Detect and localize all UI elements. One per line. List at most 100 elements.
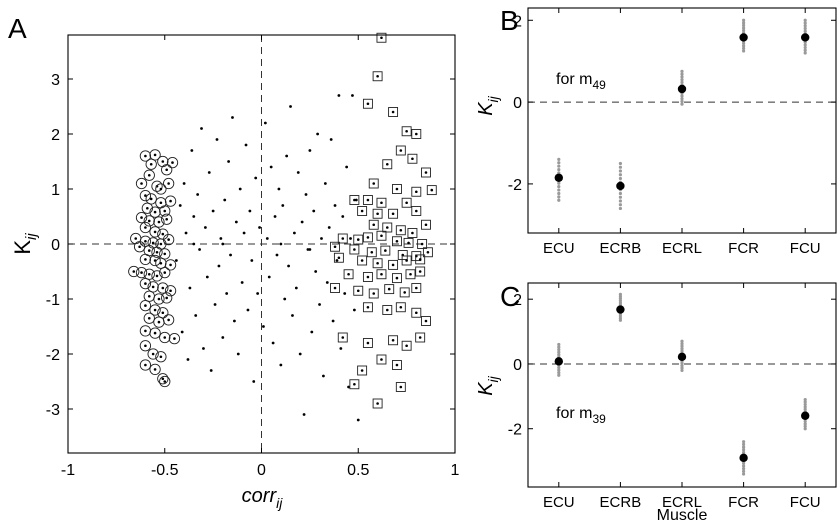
circled-point xyxy=(153,293,165,305)
panel-a-x-axis-label: corrij xyxy=(242,485,284,511)
point-dot xyxy=(376,74,379,78)
spread-sample xyxy=(680,349,684,353)
point-box xyxy=(333,252,344,263)
point-dot xyxy=(353,248,356,251)
spread-sample xyxy=(742,28,746,33)
panel-c-y-label-main: K xyxy=(475,381,497,396)
boxed-point xyxy=(411,186,422,197)
circled-point xyxy=(161,292,173,304)
spread-sample xyxy=(742,23,746,27)
plain-point xyxy=(298,352,302,356)
point-box xyxy=(376,32,387,43)
spread-sample xyxy=(803,397,807,402)
point-circle xyxy=(128,265,140,278)
mean-point xyxy=(739,453,748,463)
y-tick-label: -1 xyxy=(46,292,60,309)
point-box xyxy=(399,287,410,298)
y-tick-label: 2 xyxy=(513,292,522,309)
circled-point xyxy=(143,215,155,227)
point-box xyxy=(357,365,368,376)
spread-sample xyxy=(803,405,807,409)
mean-point xyxy=(677,352,687,362)
point-dot xyxy=(353,382,356,386)
point-dot xyxy=(138,245,141,249)
point-dot xyxy=(405,259,408,262)
boxed-point xyxy=(401,126,412,137)
circled-point xyxy=(139,359,152,371)
boxed-point xyxy=(407,228,418,238)
point-circle xyxy=(161,213,173,225)
point-dot xyxy=(415,190,418,194)
point-dot xyxy=(372,182,376,185)
point-dot xyxy=(140,216,143,219)
plain-point xyxy=(211,209,215,213)
boxed-point xyxy=(330,241,340,252)
point-box xyxy=(368,219,379,230)
spread-sample xyxy=(742,461,746,465)
plain-point xyxy=(308,149,312,152)
point-circle xyxy=(157,282,169,294)
plain-point xyxy=(229,253,232,257)
boxed-point xyxy=(362,232,373,243)
circled-point xyxy=(128,265,140,278)
circled-point xyxy=(157,307,169,319)
point-dot xyxy=(163,380,167,383)
point-box xyxy=(382,159,393,170)
plain-point xyxy=(347,385,350,389)
plain-point xyxy=(182,182,186,185)
point-circle xyxy=(159,266,171,279)
spread-sample xyxy=(742,26,746,30)
boxed-point xyxy=(384,284,395,295)
category-mark-fcu xyxy=(801,397,810,431)
boxed-point xyxy=(376,354,387,365)
spread-sample xyxy=(680,366,684,370)
boxed-point xyxy=(415,332,426,343)
circled-point xyxy=(147,281,159,293)
point-dot xyxy=(153,210,157,214)
panel-b-axes xyxy=(527,7,837,234)
point-dot xyxy=(163,271,167,274)
plain-point xyxy=(333,204,337,207)
plain-point xyxy=(196,193,200,196)
point-dot xyxy=(391,110,395,114)
circled-point xyxy=(164,259,177,271)
spread-sample xyxy=(680,361,684,365)
plain-point xyxy=(221,336,225,339)
plain-point xyxy=(256,292,260,295)
boxed-point xyxy=(372,71,383,82)
point-circle xyxy=(141,202,153,214)
circled-point xyxy=(130,232,142,245)
boxed-point xyxy=(405,269,416,280)
spread-sample xyxy=(557,185,561,189)
point-circle xyxy=(161,164,173,176)
point-box xyxy=(415,332,426,343)
plain-point xyxy=(327,226,331,229)
spread-sample xyxy=(803,427,807,431)
plain-point xyxy=(217,264,221,268)
spread-sample xyxy=(803,424,807,428)
point-dot xyxy=(173,337,176,340)
point-box xyxy=(330,283,340,293)
point-circle xyxy=(145,193,157,205)
panel-a-reference-lines xyxy=(68,35,455,453)
point-dot xyxy=(399,228,403,232)
point-circle xyxy=(143,169,155,181)
point-dot xyxy=(372,223,376,227)
mean-point xyxy=(739,33,748,42)
mean-point xyxy=(554,357,563,366)
point-box xyxy=(411,307,422,318)
spread-sample xyxy=(680,102,684,106)
panel-a-y-label-main: K xyxy=(10,240,35,255)
plain-point xyxy=(289,105,292,108)
panel-a-axes xyxy=(67,34,456,454)
circled-point xyxy=(157,155,169,168)
point-circle xyxy=(149,327,161,339)
category-mark-ecu xyxy=(554,157,563,202)
plain-point xyxy=(351,94,354,97)
circled-point xyxy=(155,257,167,269)
spread-sample xyxy=(618,173,623,177)
point-dot xyxy=(144,344,147,348)
boxed-point xyxy=(362,98,373,109)
circled-point xyxy=(159,331,171,344)
point-dot xyxy=(418,270,422,273)
